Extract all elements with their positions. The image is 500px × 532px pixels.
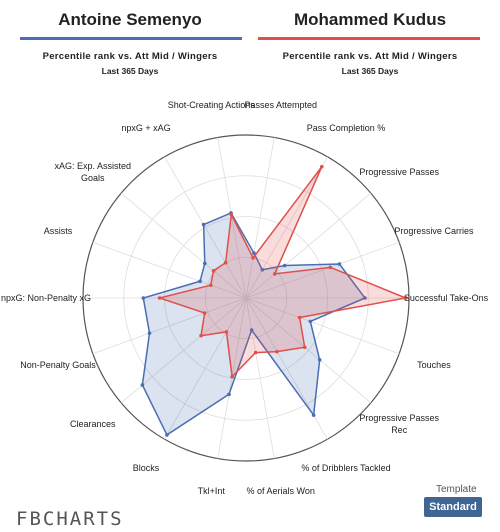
point — [337, 262, 342, 266]
point — [275, 349, 279, 354]
point — [223, 260, 228, 265]
point — [165, 433, 169, 437]
point — [202, 311, 207, 315]
category-label: Touches — [417, 360, 451, 371]
point — [282, 263, 287, 268]
spoke — [245, 192, 372, 299]
period: Last 365 Days — [341, 66, 399, 76]
spoke — [245, 156, 328, 299]
point — [227, 392, 231, 397]
spoke — [92, 297, 247, 355]
point — [141, 296, 146, 300]
point — [363, 296, 367, 300]
point — [403, 296, 408, 300]
spoke — [245, 297, 372, 404]
point — [317, 358, 322, 362]
point — [211, 268, 216, 273]
point — [157, 296, 162, 300]
spoke — [164, 156, 247, 299]
template-label: Template — [436, 484, 477, 495]
category-label: Shot-Creating Actions — [167, 99, 255, 110]
point — [224, 330, 229, 334]
category-label: Tkl+Int — [197, 486, 225, 497]
point — [308, 319, 313, 324]
point — [302, 345, 307, 350]
category-label: Successful Take-Ons — [403, 293, 489, 303]
category-label: % of Dribblers Tackled — [301, 462, 391, 473]
point — [201, 222, 206, 227]
category-label: npxG + xAG — [121, 123, 171, 134]
point — [202, 261, 207, 266]
spoke — [245, 297, 400, 355]
point — [199, 333, 203, 338]
category-label: % of Aerials Won — [246, 486, 315, 497]
subtitle: Percentile rank vs. Att Mid / Wingers — [282, 51, 458, 62]
player-title: Antoine Semenyo — [58, 10, 202, 29]
point — [230, 374, 234, 379]
point — [328, 265, 333, 270]
spoke — [245, 241, 400, 299]
point — [208, 283, 213, 287]
point — [253, 350, 258, 355]
point — [311, 413, 316, 417]
point — [252, 251, 256, 255]
point — [198, 279, 202, 284]
title-underline — [20, 37, 242, 40]
subtitle: Percentile rank vs. Att Mid / Wingers — [42, 51, 218, 62]
category-label: Non-Penalty Goals — [20, 360, 96, 371]
point — [249, 328, 254, 332]
player-title: Mohammed Kudus — [293, 10, 447, 29]
category-label: Pass Completion % — [306, 123, 386, 134]
point — [297, 315, 302, 320]
point — [147, 331, 152, 335]
category-label: Assists — [43, 225, 73, 236]
point — [140, 383, 145, 387]
category-label: Passes Attempted — [244, 99, 317, 110]
point — [319, 164, 324, 169]
spoke — [245, 297, 275, 459]
spoke — [245, 137, 275, 299]
point — [251, 256, 255, 260]
category-label: Progressive Passes Rec — [359, 412, 439, 435]
template-button[interactable]: Standard — [424, 497, 482, 517]
category-label: npxG: Non-Penalty xG — [0, 293, 92, 303]
category-label: xAG: Exp. Assisted Goals — [54, 161, 132, 183]
category-label: Blocks — [132, 462, 160, 473]
logo: FBCHARTS — [16, 508, 124, 530]
point — [272, 272, 277, 276]
spoke — [164, 297, 247, 440]
period: Last 365 Days — [101, 66, 159, 76]
spoke — [217, 137, 247, 299]
category-label: Progressive Carries — [394, 225, 474, 236]
point — [229, 212, 234, 217]
category-label: Clearances — [70, 418, 116, 429]
point — [260, 267, 265, 272]
spoke — [120, 192, 247, 299]
title-underline — [258, 37, 480, 40]
category-label: Progressive Passes — [359, 167, 439, 177]
spoke — [92, 241, 247, 299]
